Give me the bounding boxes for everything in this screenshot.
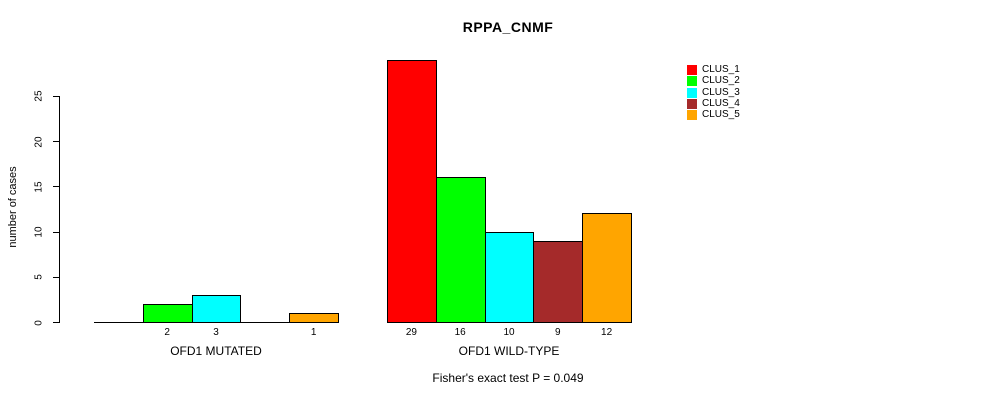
- bar-value-label: 1: [310, 327, 317, 338]
- y-axis-tick-label: 20: [33, 135, 45, 148]
- bar-value-label: 3: [213, 327, 219, 338]
- y-axis-tick: [53, 186, 59, 188]
- y-axis-tick-label: 5: [33, 274, 45, 281]
- legend-swatch-clus_4: [687, 98, 697, 109]
- legend-label: CLUS_3: [702, 86, 740, 98]
- x-axis-group-label: OFD1 MUTATED: [170, 344, 262, 358]
- x-axis-group-label: OFD1 WILD-TYPE: [458, 344, 560, 358]
- legend-swatch-clus_1: [687, 65, 697, 75]
- bar-clus_5-group2: [582, 213, 632, 323]
- bar-clus_1-group2: [387, 59, 437, 323]
- bar-clus_5-group1: [289, 312, 339, 323]
- legend-label: CLUS_5: [702, 109, 740, 121]
- bar-clus_2-group2: [435, 177, 486, 323]
- legend-swatch-clus_5: [687, 110, 697, 121]
- bar-value-label: 10: [503, 327, 515, 338]
- y-axis-line: [59, 95, 60, 323]
- bar-value-label: 16: [454, 327, 466, 338]
- legend-label: CLUS_2: [702, 75, 740, 87]
- bar-value-label: 29: [405, 327, 417, 338]
- y-axis-tick-label: 0: [33, 319, 45, 326]
- legend-label: CLUS_1: [702, 64, 740, 75]
- y-axis-tick-label: 10: [33, 226, 45, 238]
- y-axis-tick: [53, 141, 59, 142]
- legend-label: CLUS_4: [702, 97, 740, 109]
- y-axis-tick: [53, 276, 59, 278]
- bar-value-label: 2: [164, 327, 170, 338]
- bar-clus_4-group2: [533, 240, 584, 323]
- y-axis-tick: [53, 231, 59, 233]
- y-axis-tick-label: 25: [33, 90, 45, 102]
- bar-clus_3-group1: [191, 294, 242, 323]
- y-axis-tick-label: 15: [33, 181, 45, 193]
- fisher-test-annotation: Fisher's exact test P = 0.049: [432, 371, 584, 385]
- y-axis-tick: [53, 322, 59, 323]
- y-axis-label: number of cases: [7, 166, 19, 248]
- bar-value-label: 9: [555, 327, 561, 338]
- bar-clus_2-group1: [142, 303, 193, 323]
- bar-clus_3-group2: [484, 231, 535, 323]
- legend-swatch-clus_2: [687, 76, 697, 87]
- y-axis-tick: [53, 95, 59, 97]
- chart-title: RPPA_CNMF: [462, 19, 554, 35]
- legend-swatch-clus_3: [687, 87, 697, 98]
- bar-value-label: 12: [601, 327, 613, 338]
